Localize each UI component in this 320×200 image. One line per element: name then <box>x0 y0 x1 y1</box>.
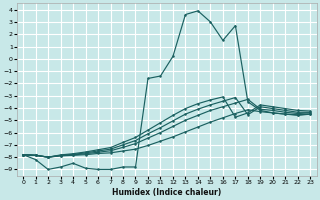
X-axis label: Humidex (Indice chaleur): Humidex (Indice chaleur) <box>112 188 221 197</box>
